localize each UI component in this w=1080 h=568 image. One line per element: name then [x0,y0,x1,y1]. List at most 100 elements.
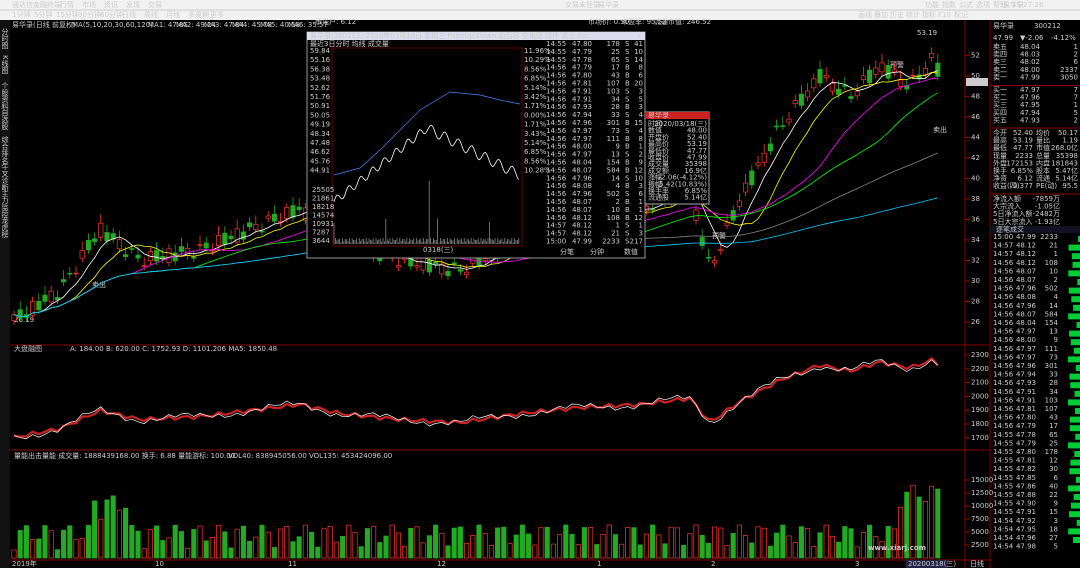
tick-side: B [625,182,630,190]
y-tick-label: 1800 [971,420,989,428]
period-tab[interactable]: 更多 [210,10,224,19]
period-tab[interactable]: 30分钟 [78,10,101,19]
volume-bar [476,524,482,559]
period-tab[interactable]: 60分钟 [100,10,123,19]
side-tab[interactable]: 龙虎榜 [1,216,9,239]
volume-bar [860,532,866,559]
info-key: 振幅 [648,179,662,188]
menu-item[interactable]: 市场 [82,0,96,9]
candle-body [445,270,451,277]
stat-key: 股本 [1036,166,1050,175]
book-price: 48.02 [1020,58,1040,66]
book-price: 48.00 [1020,66,1040,74]
side-tab[interactable]: 综合排名 [1,135,9,165]
popup-tab[interactable]: 数值 [624,247,638,256]
candle-body [178,246,184,252]
menu-item[interactable]: 功能 [925,0,939,9]
pane-values: VOL40: 838945056.00 VOL135: 453424096.00 [228,452,392,460]
book-price: 48.03 [1020,51,1040,59]
side-tab[interactable]: 牛叉诊断 [1,162,9,192]
tick-price: 47.78 [572,56,592,64]
popup-price-label: 59.84 [310,47,331,55]
menu-item[interactable]: 选项 [976,0,990,9]
tick-time: 14:56 [993,362,1014,370]
volume-bar [699,534,705,559]
menu-item[interactable]: 资讯 [104,0,118,9]
flow-bar [1076,322,1080,328]
volume-bar [420,542,426,559]
tool-button[interactable]: 指标 [922,10,936,19]
tick-volume: 65 [611,56,620,64]
side-tab[interactable]: 自选股 [1,108,9,131]
volume-bar [625,526,631,559]
tool-button[interactable]: 统计 [906,10,920,19]
tool-button[interactable]: 标记 [954,10,968,19]
tick-count: 41 [634,40,643,48]
popup-tab[interactable]: 分笔 [560,247,574,256]
tick-price: 47.99 [572,238,592,246]
menu-item[interactable]: 指数 [942,0,956,9]
side-tab[interactable]: 个股资料 [1,82,9,111]
tick-time: 14:56 [993,285,1014,293]
tick-side: B [625,159,630,167]
side-tab[interactable]: K线图 [1,55,9,75]
tick-time: 14:56 [546,135,567,143]
tool-button[interactable]: 画线 [858,10,872,19]
flow-key: 净流入额 [993,194,1021,203]
tool-button[interactable]: F10 [938,11,951,19]
volume-bar [67,525,73,559]
tick-price: 48.07 [1016,310,1036,318]
tool-button[interactable]: 叠加 [874,10,888,19]
flow-value: -2482万 [1033,210,1060,218]
period-tab[interactable]: 日线 [122,10,136,19]
menu-item[interactable]: 发现 [126,0,140,9]
tick-price: 48.04 [572,159,593,167]
candle-body [885,64,891,79]
tick-time: 14:55 [546,48,566,56]
tick-side: S [625,48,630,56]
candle-body [811,78,817,89]
tick-volume: 301 [607,119,620,127]
book-level: 买二 [993,94,1007,102]
side-tab[interactable]: 分时图 [1,27,9,50]
tick-time: 14:55 [993,439,1013,447]
side-tab[interactable]: 主力监控 [1,189,9,219]
tool-button[interactable]: 历史 [890,10,904,19]
menu-item[interactable]: 行情 [60,0,74,9]
volume-bar [898,507,904,559]
tick-count: 217 [630,238,643,246]
period-tab[interactable]: 1分钟 [12,10,30,19]
y-tick-label: 46 [971,113,980,121]
menu-item[interactable]: 帮助 [993,0,1007,9]
tick-side: B [625,103,630,111]
period-tab[interactable]: 多周期 [188,10,209,19]
x-tick-label: 11 [288,560,297,568]
stat-key: 流通 [1036,174,1050,183]
volume-bar [228,547,234,559]
volume-bar [147,529,153,559]
tick-side: S [625,151,630,159]
period-tab[interactable]: 周线 [144,10,158,19]
volume-bar [544,526,550,559]
stat-key: 最高 [993,136,1007,145]
y-tick-label: 10000 [971,502,993,510]
menu-item[interactable]: 交易 [148,0,162,9]
book-volume: 5 [1074,109,1078,117]
tick-side: S [625,174,630,182]
tick-count: 10 [634,174,643,182]
volume-bar [296,536,302,559]
popup-pct-label: 0.00% [524,111,547,119]
period-tab[interactable]: 15分钟 [56,10,79,19]
popup-vol-label: 21861 [312,195,334,203]
popup-tab[interactable]: 分钟 [590,247,604,256]
period-tab[interactable]: 月线 [166,10,180,19]
period-tab[interactable]: 5分钟 [34,10,52,19]
volume-bar [92,500,98,559]
menu-item[interactable]: 公式 [959,0,973,9]
flow-bar [1068,270,1080,277]
popup-pct-label: 5.14% [524,139,547,147]
indicator-line [13,356,939,438]
volume-bar [650,524,656,559]
info-value: 47.77 [687,147,707,155]
close-button[interactable]: × [636,32,642,40]
